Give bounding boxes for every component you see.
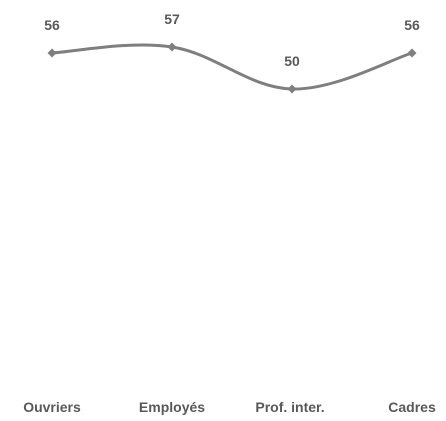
data-label-1: 56 <box>44 17 60 33</box>
data-label-2: 57 <box>164 11 180 27</box>
data-point-2 <box>167 42 177 52</box>
series-layer <box>50 43 414 91</box>
x-tick-label-4: Cadres <box>388 399 436 415</box>
data-label-layer: 56 57 50 56 <box>44 11 420 69</box>
marker-layer <box>47 42 417 94</box>
x-tick-label-2: Employés <box>139 399 205 415</box>
data-point-4 <box>407 48 417 58</box>
data-point-3 <box>287 84 297 94</box>
data-point-1 <box>47 48 57 58</box>
data-label-4: 56 <box>404 17 420 33</box>
x-axis-tick-layer: Ouvriers Employés Prof. inter. Cadres <box>23 399 436 415</box>
data-label-3: 50 <box>284 53 300 69</box>
x-tick-label-3: Prof. inter. <box>255 399 324 415</box>
series-line <box>50 43 414 91</box>
x-tick-label-1: Ouvriers <box>23 399 81 415</box>
